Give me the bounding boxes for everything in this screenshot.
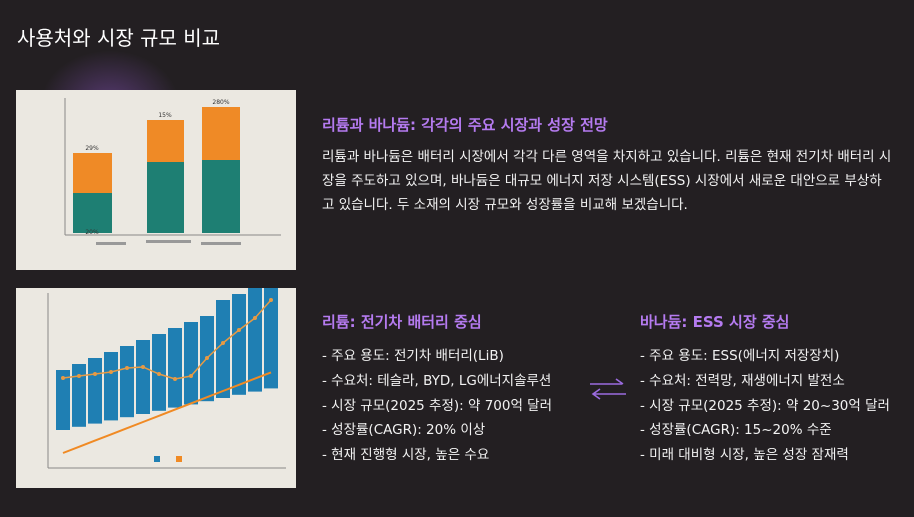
list: - 주요 용도: 전기차 배터리(LiB) - 수요처: 테슬라, BYD, LG… bbox=[322, 344, 552, 468]
bar-top bbox=[147, 120, 184, 162]
image-bar bbox=[184, 322, 198, 405]
image-bar bbox=[56, 370, 70, 430]
exchange-arrows bbox=[590, 378, 626, 400]
column-heading: 바나듐: ESS 시장 중심 bbox=[640, 313, 790, 331]
image-dot bbox=[189, 374, 193, 378]
bar-bottom bbox=[147, 162, 184, 233]
image-legend bbox=[154, 456, 160, 462]
bar-bottom bbox=[73, 193, 112, 233]
image-bar bbox=[136, 340, 150, 414]
bar-top bbox=[202, 107, 240, 160]
bar-top bbox=[73, 153, 112, 193]
list-item: - 수요처: 테슬라, BYD, LG에너지솔루션 bbox=[322, 372, 552, 389]
image-bar bbox=[88, 358, 102, 424]
list-item: - 현재 진행형 시장, 높은 수요 bbox=[322, 447, 490, 464]
image-label: 280% bbox=[212, 99, 229, 106]
image-line bbox=[62, 299, 272, 380]
image-bar bbox=[168, 328, 182, 408]
column-heading: 리튬: 전기차 배터리 중심 bbox=[322, 313, 482, 331]
list-item: - 주요 용도: 전기차 배터리(LiB) bbox=[322, 348, 504, 364]
image-bar bbox=[120, 346, 134, 418]
image-dot bbox=[205, 356, 209, 360]
blur-text bbox=[96, 242, 126, 245]
image-dot bbox=[253, 316, 257, 320]
image-dot bbox=[237, 328, 241, 332]
image-dot bbox=[141, 365, 145, 369]
image-dot bbox=[93, 372, 97, 376]
list-item: - 미래 대비형 시장, 높은 성장 잠재력 bbox=[640, 447, 849, 464]
image-dot bbox=[125, 366, 129, 370]
slide-title: 사용처와 시장 규모 비교 bbox=[17, 26, 221, 50]
blur-text bbox=[201, 242, 241, 245]
image-bar bbox=[104, 352, 118, 421]
image-dot bbox=[77, 374, 81, 378]
chart-image bbox=[16, 288, 296, 488]
image-line bbox=[62, 371, 272, 454]
bar-bottom bbox=[202, 160, 240, 233]
list-item: - 성장률(CAGR): 15~20% 수준 bbox=[640, 422, 832, 439]
image-bar bbox=[264, 288, 278, 389]
image-bar bbox=[232, 294, 246, 395]
list-item: - 수요처: 전력망, 재생에너지 발전소 bbox=[640, 372, 845, 389]
image-dot bbox=[61, 376, 65, 380]
image-label: 20% bbox=[85, 229, 99, 236]
image-dot bbox=[221, 341, 225, 345]
blur-text bbox=[146, 240, 191, 243]
image-bar bbox=[216, 300, 230, 398]
intro-heading: 리튬과 바나듐: 각각의 주요 시장과 성장 전망 bbox=[322, 116, 608, 134]
image-dot bbox=[173, 377, 177, 381]
image-label: 29% bbox=[85, 145, 99, 152]
list: - 주요 용도: ESS(에너지 저장장치) - 수요처: 전력망, 재생에너지 … bbox=[640, 344, 890, 468]
list-item: - 주요 용도: ESS(에너지 저장장치) bbox=[640, 348, 840, 364]
chart-image: 29% 15% 280% 20% bbox=[16, 90, 296, 270]
image-dot bbox=[109, 370, 113, 374]
list-item: - 시장 규모(2025 추정): 약 700억 달러 bbox=[322, 397, 553, 414]
intro-text: 리튬과 바나듐은 배터리 시장에서 각각 다른 영역을 차지하고 있습니다. 리… bbox=[322, 149, 892, 213]
image-dot bbox=[157, 372, 161, 376]
list-item: - 성장률(CAGR): 20% 이상 bbox=[322, 422, 486, 439]
image-dot bbox=[269, 298, 273, 302]
image-label: 15% bbox=[158, 112, 172, 119]
image-bar bbox=[72, 364, 86, 427]
image-legend bbox=[176, 456, 182, 462]
list-item: - 시장 규모(2025 추정): 약 20~30억 달러 bbox=[640, 397, 890, 414]
